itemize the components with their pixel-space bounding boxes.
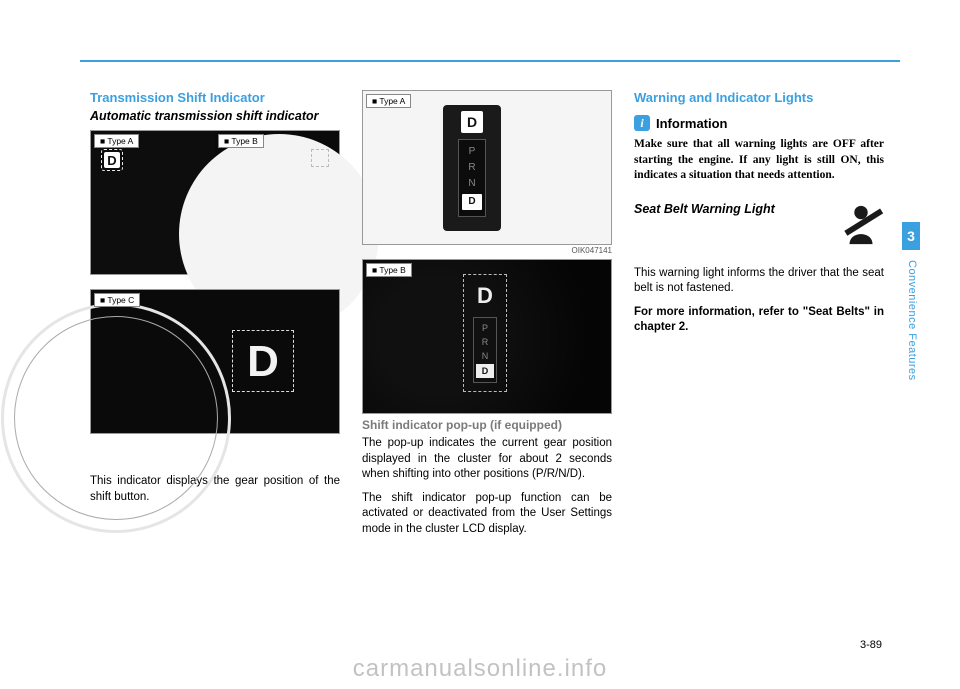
manual-page: 3 Convenience Features Transmission Shif… <box>0 0 960 689</box>
column-1: Transmission Shift Indicator Automatic t… <box>90 90 340 513</box>
gear-strip-b: D P R N D <box>463 274 507 392</box>
figure-popup-type-a: ■ Type A D P R N D <box>362 90 612 245</box>
info-heading-row: i Information <box>634 115 884 131</box>
gear-current: D <box>461 111 483 133</box>
subheading-auto-shift: Automatic transmission shift indicator <box>90 109 340 124</box>
figure-code-2: OIK047141 <box>362 246 612 255</box>
page-number: 3-89 <box>860 639 882 651</box>
seatbelt-heading-row: Seat Belt Warning Light <box>634 202 884 248</box>
top-rule <box>80 60 900 62</box>
gear-row: P <box>474 321 496 335</box>
gear-panel: D P R N D <box>443 105 501 231</box>
gear-row: R <box>459 160 485 176</box>
gear-letter-small: D <box>311 149 329 167</box>
gauge-ring <box>1 303 231 533</box>
figure-type-c: ■ Type C D <box>90 289 340 434</box>
heading-warning-lights: Warning and Indicator Lights <box>634 90 884 105</box>
body-text-seatbelt-1: This warning light informs the driver th… <box>634 266 884 297</box>
body-text-popup-1: The pop-up indicates the current gear po… <box>362 436 612 483</box>
type-b-tag: ■ Type B <box>218 134 264 148</box>
figure-popup-type-b: ■ Type B D P R N D <box>362 259 612 414</box>
info-body: Make sure that all warning lights are OF… <box>634 137 884 184</box>
popup-type-a-tag: ■ Type A <box>366 94 411 108</box>
info-icon: i <box>634 115 650 131</box>
gear-strip: P R N D <box>458 139 486 217</box>
figure-type-a-b: ■ Type A D ■ Type B D <box>90 130 340 275</box>
gear-row-selected: D <box>476 364 494 378</box>
popup-type-b-tag: ■ Type B <box>366 263 412 277</box>
seatbelt-icon <box>838 202 884 248</box>
body-text-seatbelt-2: For more information, refer to "Seat Bel… <box>634 305 884 336</box>
watermark: carmanualsonline.info <box>0 655 960 683</box>
gear-inner-b: P R N D <box>473 317 497 383</box>
gear-row: N <box>459 176 485 192</box>
subheading-seatbelt: Seat Belt Warning Light <box>634 202 830 217</box>
gear-frame: D <box>232 330 294 392</box>
gear-indicator-box: D <box>101 149 123 171</box>
gear-current-b: D <box>464 283 506 309</box>
column-3: Warning and Indicator Lights i Informati… <box>634 90 884 344</box>
gear-row: P <box>459 144 485 160</box>
chapter-tab: 3 <box>902 222 920 250</box>
column-2: ■ Type A D P R N D OIK047141 ■ Type B D … <box>362 90 612 545</box>
info-label: Information <box>656 116 728 131</box>
gear-row: R <box>474 335 496 349</box>
type-c-tag: ■ Type C <box>94 293 140 307</box>
body-text-popup-2: The shift indicator pop-up function can … <box>362 491 612 538</box>
gear-letter-large: D <box>233 331 293 391</box>
heading-transmission-shift: Transmission Shift Indicator <box>90 90 340 105</box>
subheading-popup: Shift indicator pop-up (if equipped) <box>362 418 612 432</box>
gear-row: N <box>474 349 496 363</box>
gear-letter: D <box>104 152 120 168</box>
type-a-tag: ■ Type A <box>94 134 139 148</box>
gear-row-selected: D <box>462 194 482 210</box>
side-section-label: Convenience Features <box>906 260 918 381</box>
figure-type-b: ■ Type B D <box>215 131 339 274</box>
